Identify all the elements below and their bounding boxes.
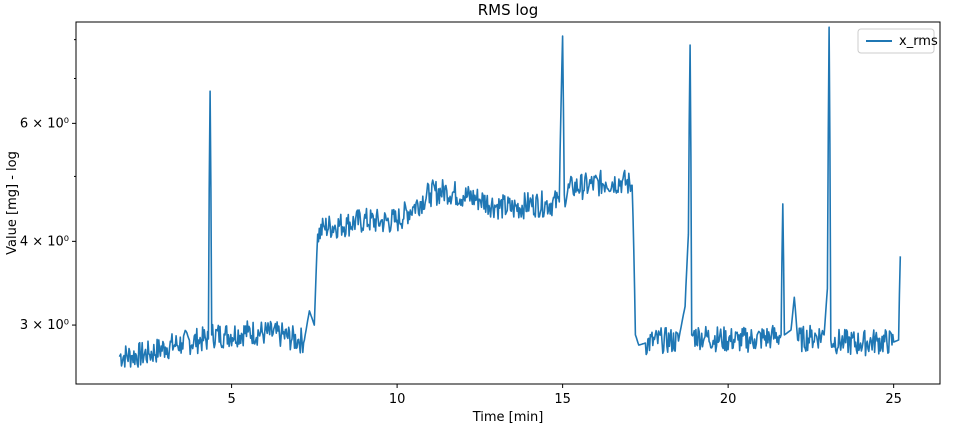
chart-title: RMS log: [478, 1, 539, 19]
x-tick-label: 10: [389, 392, 406, 407]
x-tick-label: 25: [885, 392, 902, 407]
y-tick-label: 6 × 10⁰: [20, 116, 69, 131]
x-tick-label: 20: [720, 392, 737, 407]
legend-box: [857, 28, 935, 54]
y-axis-label: Value [mg] - log: [5, 151, 20, 255]
x-axis-label: Time [min]: [472, 410, 544, 425]
legend-label: x_rms: [899, 34, 938, 49]
x-tick-label: 5: [227, 392, 235, 407]
y-axis: 3 × 10⁰ 4 × 10⁰ 6 × 10⁰: [20, 39, 76, 333]
x-axis: 5 10 15 20 25: [227, 384, 902, 407]
x-tick-label: 15: [554, 392, 571, 407]
series-line-x-rms: [118, 26, 902, 368]
y-tick-label: 4 × 10⁰: [20, 234, 69, 249]
y-tick-label: 3 × 10⁰: [20, 318, 69, 333]
legend: x_rms: [857, 28, 938, 54]
